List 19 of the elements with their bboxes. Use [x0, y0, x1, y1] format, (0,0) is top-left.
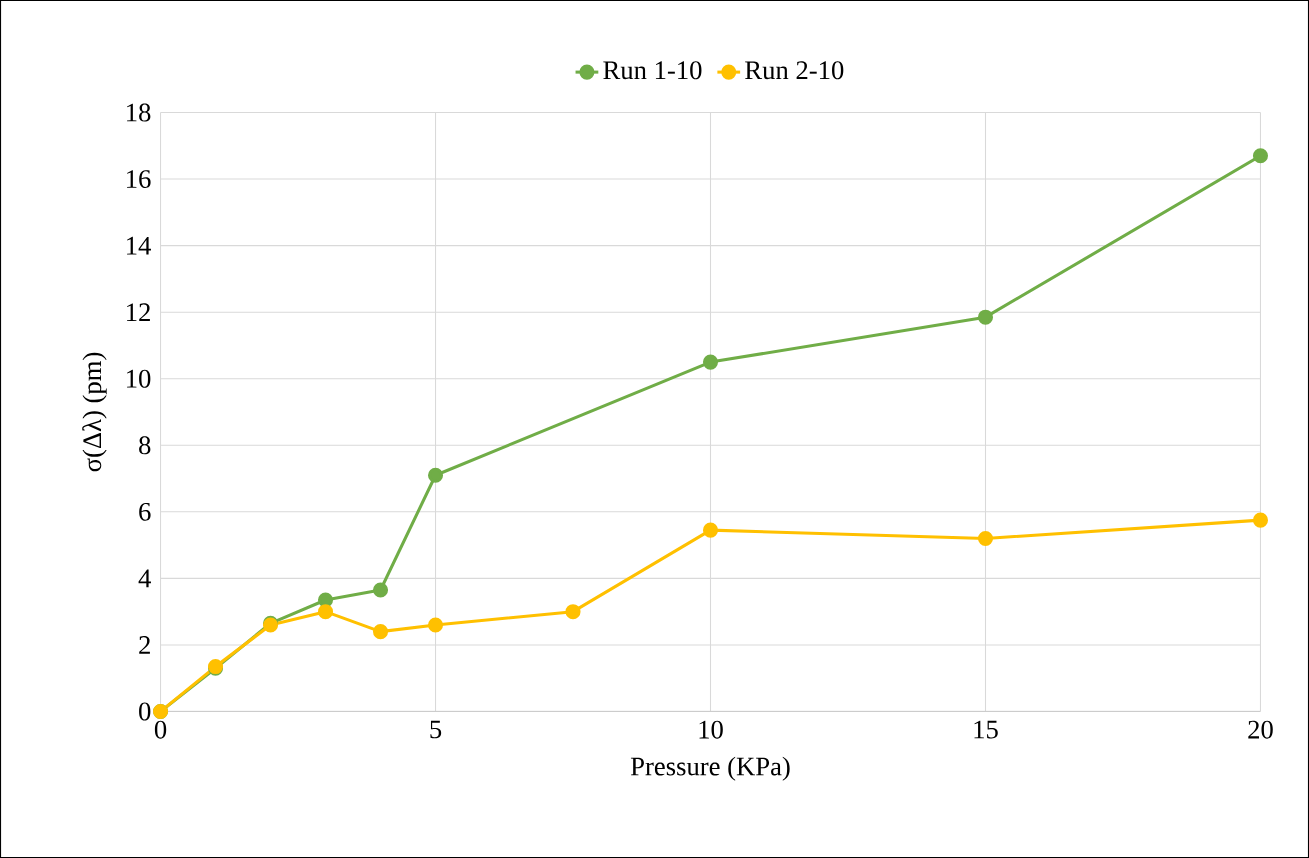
y-tick-label: 2 [139, 636, 150, 654]
y-tick-label: 8 [139, 436, 151, 455]
x-tick-label: 5 [430, 720, 442, 739]
y-tick-label: 4 [138, 569, 151, 588]
x-tick-label: 0 [154, 720, 167, 739]
y-tick-label: 0 [139, 702, 151, 721]
x-tick-label: 15 [974, 720, 998, 739]
y-tick-label: 10 [127, 369, 151, 388]
x-axis-title: Pressure (KPa) [630, 756, 790, 781]
y-tick-label: 16 [127, 170, 151, 189]
y-tick-label: 12 [127, 303, 150, 322]
x-tick-label: 20 [1248, 720, 1273, 739]
y-tick-label: 18 [127, 103, 151, 122]
y-tick-label: 14 [127, 236, 151, 255]
y-tick-label: 6 [139, 502, 151, 521]
legend-label: Run 1-10 [603, 61, 702, 80]
x-tick-label: 10 [699, 720, 723, 739]
legend-label: Run 2-10 [745, 61, 844, 80]
y-axis-title: σ(Δλ) (pm) [82, 352, 107, 472]
